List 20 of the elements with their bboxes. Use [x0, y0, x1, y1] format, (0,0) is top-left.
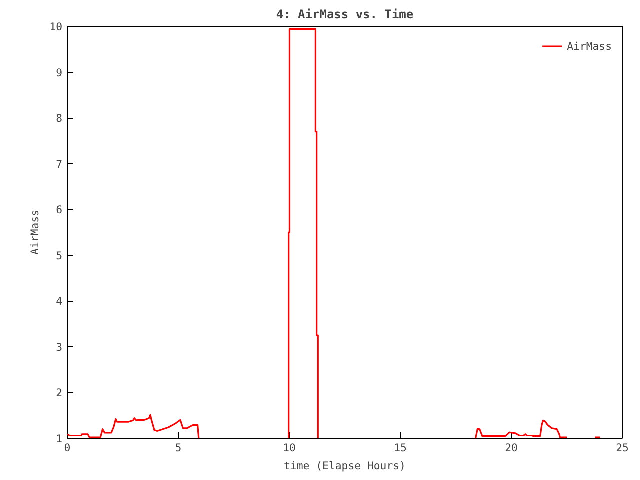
y-tick-label: 5: [56, 249, 63, 262]
x-tick-label: 25: [616, 442, 629, 454]
legend-label: AirMass: [567, 40, 612, 52]
y-tick-label: 8: [56, 112, 63, 126]
y-tick-label: 10: [50, 20, 63, 34]
y-tick-label: 3: [56, 340, 63, 354]
x-axis-title: time (Elapse Hours): [284, 460, 406, 472]
x-tick-label: 20: [505, 442, 518, 454]
y-tick-label: 7: [56, 158, 63, 171]
x-tick-label: 15: [394, 442, 407, 454]
chart-title: 4: AirMass vs. Time: [276, 8, 414, 22]
y-tick-label: 2: [56, 386, 63, 400]
y-tick-label: 4: [56, 295, 63, 308]
x-tick-label: 0: [64, 442, 71, 454]
x-tick-label: 5: [175, 442, 182, 454]
y-tick-label: 6: [56, 204, 63, 217]
y-tick-label: 9: [56, 66, 63, 80]
y-axis-title: AirMass: [28, 210, 42, 255]
y-tick-label: 1: [56, 432, 63, 446]
x-tick-label: 10: [283, 442, 296, 454]
